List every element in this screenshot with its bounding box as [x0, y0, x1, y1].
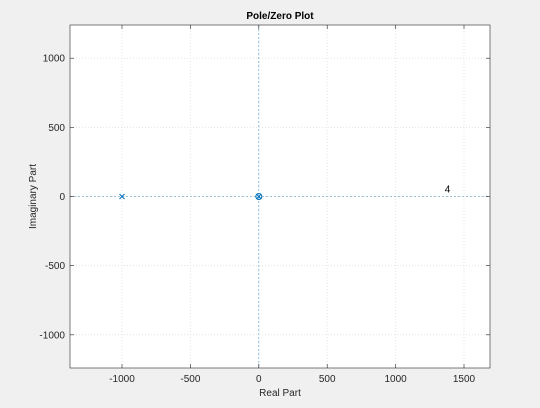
pole-marker[interactable] — [119, 193, 125, 200]
y-tick-label: -1000 — [39, 330, 65, 341]
y-tick-label: -500 — [45, 261, 65, 272]
x-axis-label: Real Part — [259, 388, 301, 399]
chart-title: Pole/Zero Plot — [246, 11, 314, 22]
y-tick-label: 1000 — [43, 54, 66, 65]
y-tick-label: 500 — [48, 123, 65, 134]
pole-marker-stroke — [119, 193, 125, 200]
y-tick-label: 0 — [59, 192, 65, 203]
x-tick-label: -1000 — [109, 374, 135, 385]
y-axis-label: Imaginary Part — [28, 164, 39, 229]
x-tick-label: 500 — [319, 374, 336, 385]
multiplicity-annotation: 4 — [445, 184, 451, 195]
x-tick-label: 1000 — [384, 374, 407, 385]
zero-marker[interactable] — [255, 193, 263, 200]
pole-marker-stroke — [255, 193, 262, 200]
x-tick-label: 1500 — [453, 374, 476, 385]
pole-marker[interactable] — [255, 193, 262, 200]
x-tick-label: 0 — [256, 374, 262, 385]
x-tick-label: -500 — [180, 374, 200, 385]
